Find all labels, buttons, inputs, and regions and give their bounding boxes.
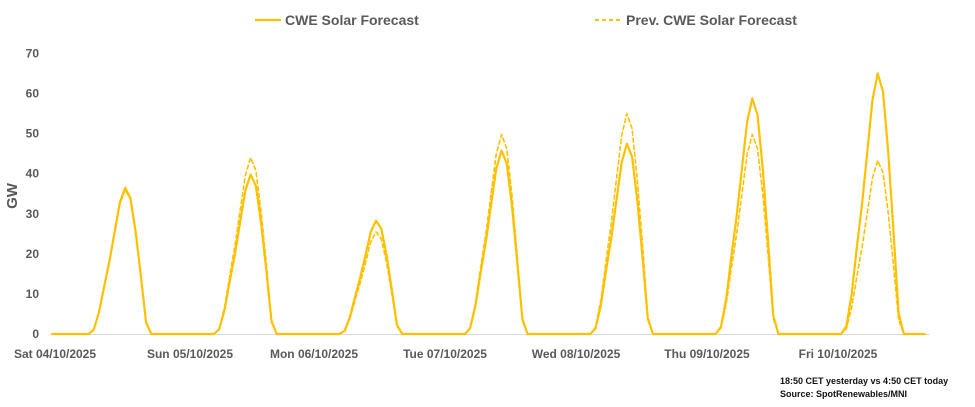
legend-label-previous: Prev. CWE Solar Forecast: [626, 12, 797, 28]
timing-note: 18:50 CET yesterday vs 4:50 CET today: [780, 376, 949, 386]
x-tick-label: Sat 04/10/2025: [14, 347, 96, 361]
y-axis-label: GW: [4, 182, 21, 209]
y-tick-label: 10: [26, 287, 40, 301]
x-tick-label: Mon 06/10/2025: [270, 347, 358, 361]
y-axis-ticks: 0 10 20 30 40 50 60 70: [26, 47, 40, 342]
y-tick-label: 60: [26, 87, 40, 101]
x-tick-label: Fri 10/10/2025: [799, 347, 878, 361]
y-tick-label: 20: [26, 247, 40, 261]
y-tick-label: 40: [26, 167, 40, 181]
series-lines: [50, 72, 926, 336]
y-tick-label: 30: [26, 207, 40, 221]
series-line-current-forecast: [50, 72, 926, 336]
x-tick-label: Thu 09/10/2025: [664, 347, 750, 361]
x-tick-label: Sun 05/10/2025: [147, 347, 233, 361]
x-tick-label: Wed 08/10/2025: [532, 347, 621, 361]
x-tick-label: Tue 07/10/2025: [403, 347, 487, 361]
legend: CWE Solar Forecast Prev. CWE Solar Forec…: [255, 12, 797, 28]
y-tick-label: 0: [32, 327, 39, 341]
y-tick-label: 70: [26, 47, 40, 61]
y-tick-label: 50: [26, 127, 40, 141]
x-axis-ticks: Sat 04/10/2025 Sun 05/10/2025 Mon 06/10/20…: [14, 347, 878, 361]
legend-label-current: CWE Solar Forecast: [285, 12, 419, 28]
source-note: Source: SpotRenewables/MNI: [780, 389, 908, 399]
